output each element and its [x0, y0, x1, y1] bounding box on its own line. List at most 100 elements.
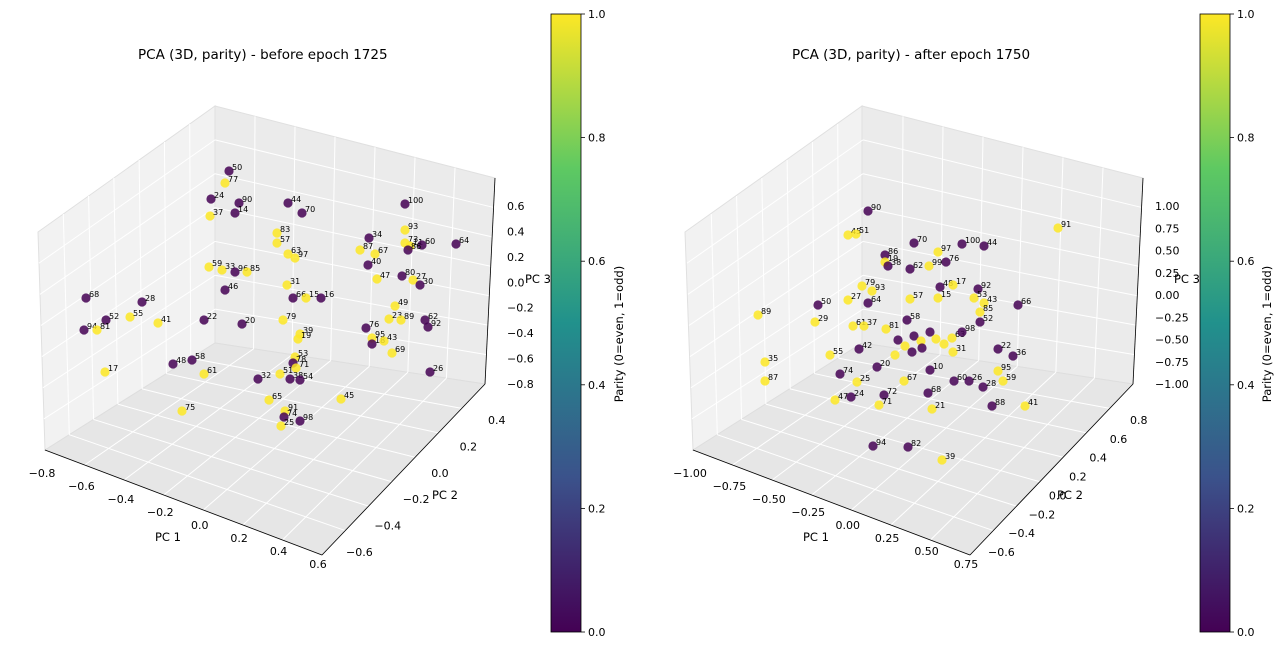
- y-tick-label: 0.4: [1089, 452, 1107, 465]
- point-label: 50: [821, 297, 831, 306]
- point-label: 39: [303, 326, 313, 335]
- point-label: 61: [207, 366, 217, 375]
- scatter-point: [874, 400, 884, 410]
- z-tick-label: −0.8: [507, 378, 534, 391]
- scatter-point: [843, 295, 853, 305]
- z-tick-label: 0.2: [507, 251, 525, 264]
- point-label: 91: [1061, 220, 1071, 229]
- point-label: 17: [108, 364, 118, 373]
- point-label: 42: [862, 341, 872, 350]
- point-label: 97: [298, 250, 308, 259]
- scatter-point: [925, 327, 935, 337]
- scatter-point: [100, 367, 110, 377]
- scatter-point: [291, 363, 301, 373]
- scatter-point: [925, 365, 935, 375]
- point-label: 65: [272, 392, 282, 401]
- scatter-point: [979, 241, 989, 251]
- point-label: 62: [913, 261, 923, 270]
- point-label: 63: [291, 246, 301, 255]
- scatter-point: [835, 369, 845, 379]
- point-label: 90: [871, 203, 881, 212]
- scatter-point: [933, 293, 943, 303]
- x-tick-label: −0.50: [752, 493, 786, 506]
- scatter-point: [234, 198, 244, 208]
- x-tick-label: −0.6: [68, 480, 95, 493]
- z-tick-label: −0.75: [1155, 356, 1189, 369]
- colorbar-tick-label: 0.2: [588, 502, 606, 515]
- scatter-point: [372, 274, 382, 284]
- point-label: 10: [933, 362, 943, 371]
- right-xlabel: PC 1: [803, 530, 829, 544]
- chart-title-right: PCA (3D, parity) - after epoch 1750: [792, 47, 1031, 63]
- scatter-point: [288, 293, 298, 303]
- scatter-point: [295, 416, 305, 426]
- z-tick-label: 1.00: [1155, 200, 1180, 213]
- scatter-point: [396, 315, 406, 325]
- scatter-point: [917, 343, 927, 353]
- point-label: 66: [1021, 297, 1031, 306]
- point-label: 90: [242, 195, 252, 204]
- point-label: 44: [987, 238, 997, 247]
- scatter-point: [1013, 300, 1023, 310]
- point-label: 59: [1006, 373, 1016, 382]
- point-label: 71: [299, 360, 309, 369]
- scatter-point: [293, 334, 303, 344]
- scatter-point: [384, 314, 394, 324]
- point-label: 88: [995, 398, 1005, 407]
- point-label: 86: [411, 242, 421, 251]
- point-label: 78: [296, 355, 306, 364]
- scatter-point: [830, 395, 840, 405]
- scatter-point: [852, 377, 862, 387]
- point-label: 55: [833, 347, 843, 356]
- point-label: 48: [943, 279, 953, 288]
- scatter-point: [863, 206, 873, 216]
- x-tick-label: 0.50: [914, 545, 939, 558]
- point-label: 72: [887, 387, 897, 396]
- point-label: 22: [207, 312, 217, 321]
- z-tick-label: 0.50: [1155, 245, 1180, 258]
- point-label: 69: [395, 345, 405, 354]
- point-label: 91: [288, 403, 298, 412]
- scatter-point: [931, 334, 941, 344]
- scatter-point: [206, 194, 216, 204]
- scatter-point: [902, 315, 912, 325]
- point-label: 94: [87, 322, 97, 331]
- colorbar-tick-label: 0.8: [588, 132, 606, 145]
- z-tick-label: 0.75: [1155, 222, 1180, 235]
- scatter-point: [220, 178, 230, 188]
- scatter-point: [987, 401, 997, 411]
- point-label: 53: [977, 290, 987, 299]
- scatter-point: [425, 367, 435, 377]
- scatter-point: [230, 267, 240, 277]
- point-label: 93: [875, 283, 885, 292]
- scatter-point: [153, 318, 163, 328]
- point-label: 25: [284, 418, 294, 427]
- point-label: 17: [956, 277, 966, 286]
- point-label: 37: [867, 318, 877, 327]
- point-label: 64: [871, 295, 881, 304]
- point-label: 29: [818, 314, 828, 323]
- y-tick-label: −0.4: [1008, 527, 1035, 540]
- point-label: 100: [408, 196, 423, 205]
- point-label: 89: [761, 307, 771, 316]
- point-label: 57: [913, 291, 923, 300]
- scatter-point: [253, 374, 263, 384]
- scatter-point: [363, 260, 373, 270]
- scatter-point: [1053, 223, 1063, 233]
- point-label: 31: [290, 277, 300, 286]
- point-label: 43: [987, 295, 997, 304]
- point-label: 26: [972, 373, 982, 382]
- point-label: 75: [185, 403, 195, 412]
- right-zlabel: PC 3: [1174, 272, 1200, 286]
- left-colorbar-gradient: [550, 13, 582, 633]
- point-label: 19: [301, 331, 311, 340]
- scatter-point: [199, 369, 209, 379]
- point-label: 85: [983, 304, 993, 313]
- point-label: 54: [303, 372, 313, 381]
- scatter-point: [283, 249, 293, 259]
- scatter-point: [177, 406, 187, 416]
- point-label: 51: [283, 366, 293, 375]
- scatter-point: [415, 280, 425, 290]
- point-label: 47: [380, 271, 390, 280]
